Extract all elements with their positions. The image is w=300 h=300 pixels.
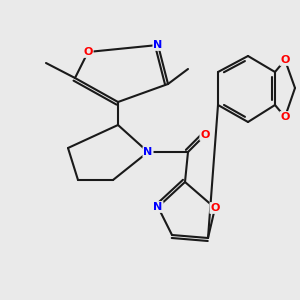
- Text: O: O: [280, 112, 290, 122]
- Text: O: O: [280, 55, 290, 65]
- Text: N: N: [153, 40, 163, 50]
- Text: N: N: [153, 202, 163, 212]
- Text: N: N: [143, 147, 153, 157]
- Text: O: O: [210, 203, 220, 213]
- Text: O: O: [83, 47, 93, 57]
- Text: O: O: [200, 130, 210, 140]
